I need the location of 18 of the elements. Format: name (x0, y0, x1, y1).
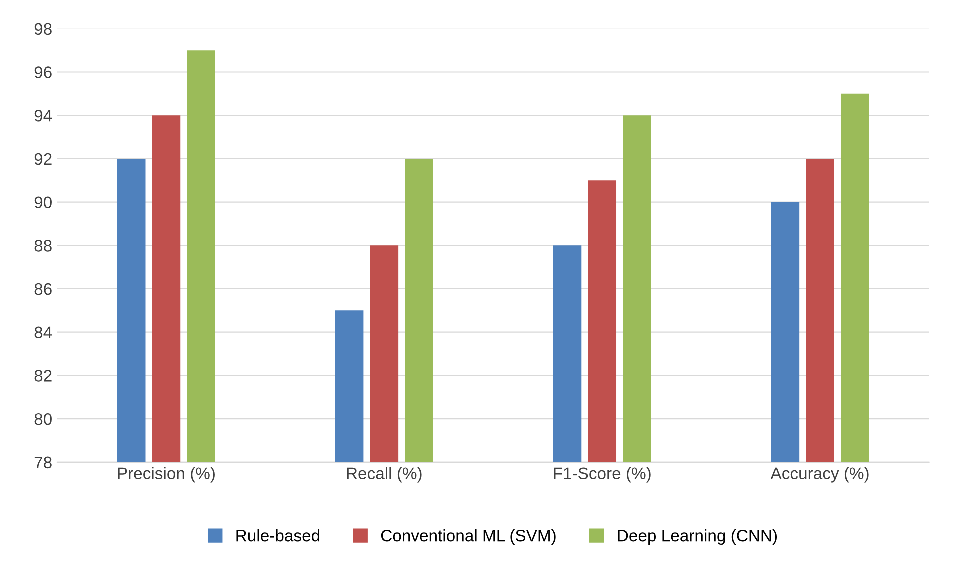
y-tick-label: 80 (34, 413, 52, 426)
legend-label: Conventional ML (SVM) (381, 530, 556, 546)
y-tick-label: 82 (34, 370, 52, 382)
y-tick-label: 78 (34, 456, 52, 469)
legend-label: Rule-based (236, 530, 320, 542)
y-tick-label: 92 (34, 153, 52, 166)
y-tick-label: 90 (34, 196, 52, 209)
y-tick-label: 94 (34, 110, 52, 122)
x-tick-label: Recall (%) (347, 467, 422, 483)
y-tick-label: 96 (34, 66, 52, 78)
x-tick-label: F1-Score (%) (554, 467, 651, 483)
y-tick-label: 86 (34, 283, 52, 296)
x-tick-label: Precision (%) (118, 467, 215, 483)
legend-label: Deep Learning (CNN) (618, 530, 778, 546)
x-tick-label: Accuracy (%) (770, 467, 869, 483)
y-tick-label: 84 (34, 326, 52, 339)
y-tick-label: 88 (34, 240, 52, 252)
y-tick-label: 98 (34, 23, 52, 36)
